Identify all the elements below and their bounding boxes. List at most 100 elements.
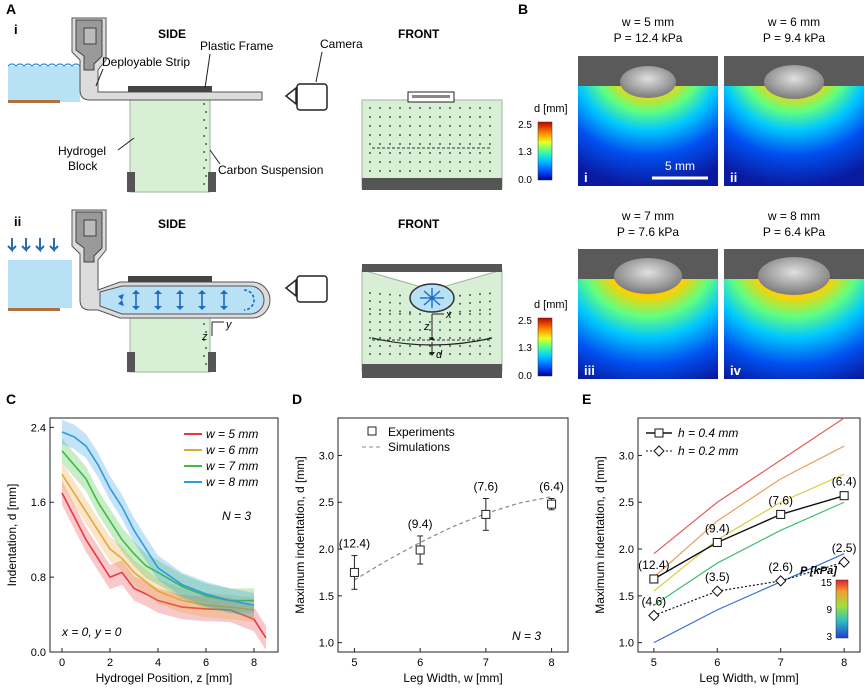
side-label-i: SIDE [158,27,186,41]
schematic-front-i [361,91,503,190]
chart-e-ytick-label: 2.5 [619,497,634,509]
chart-c-ytick-label: 1.6 [31,497,46,509]
colorbar-bottom-tick-mid: 1.3 [518,343,532,354]
colorbar-top-tick-min: 0.0 [518,175,532,186]
chart-e-h02-point-label: (4.6) [642,594,667,608]
chart-c-band-2 [62,461,254,623]
chart-c-annotation-xy: x = 0, y = 0 [61,625,122,639]
chart-e-colorbar [835,579,849,639]
chart-c-xtick-label: 8 [251,657,257,669]
chart-e-pressure-line-4 [653,501,845,606]
image-ii-tag: ii [730,170,737,185]
chart-c-ytick-label: 0.0 [31,647,46,659]
chart-e-legend-label-h02: h = 0.2 mm [678,444,738,458]
chart-e-ytick-label: 1.5 [619,591,634,603]
chart-c-xlabel: Hydrogel Position, z [mm] [96,671,233,685]
chart-c-ytick-label: 0.8 [31,572,46,584]
colorbar-bottom-tick-min: 0.0 [518,371,532,382]
deployable-strip-label: Deployable Strip [102,55,190,69]
chart-e-legend-marker-h02 [653,445,665,457]
axis-y-label: y [225,319,233,331]
chart-c-series-line-1 [61,492,267,639]
colorbar-top-tick-max: 2.5 [518,120,532,131]
axis-z-label-front: z [423,321,430,333]
image-i-width: w = 5 mm [621,15,674,29]
chart-c-legend-label-4: w = 8 mm [206,475,258,489]
chart-c-xtick-label: 0 [59,657,65,669]
chart-d-xtick-label: 7 [483,657,489,669]
panel-label-b: B [518,1,528,17]
chart-c-ylabel: Indentation, d [mm] [5,484,19,587]
carbon-suspension-label: Carbon Suspension [218,163,323,177]
chart-e-pressure-line-5 [653,553,845,644]
chart-c-band-1 [62,480,266,651]
hydrogel-label: Hydrogel [58,144,106,158]
subpanel-label-a-i: i [14,22,18,37]
chart-d-ytick-label: 1.0 [319,638,334,650]
axis-z-label-side: z [201,331,208,343]
chart-d-annotation-n: N = 3 [512,629,541,643]
chart-d-ytick-label: 2.0 [319,544,334,556]
chart-c-ytick-label: 2.4 [31,422,46,434]
chart-d-point [547,499,557,509]
chart-e-colorbar-tick: 9 [826,605,832,616]
chart-e-pressure-line-1 [653,417,845,555]
chart-e-ytick-label: 2.0 [619,544,634,556]
chart-e-h04-point [776,509,786,519]
chart-c-series-line-2 [61,473,255,611]
chart-d-point-label: (12.4) [339,537,370,551]
chart-e-h02-point [711,585,723,597]
image-ii-pressure: P = 9.4 kPa [763,31,825,45]
image-iii-pressure: P = 7.6 kPa [617,225,679,239]
image-ii-width: w = 6 mm [767,15,820,29]
chart-e-pressure-line-2 [653,445,845,578]
chart-e-h02-point [648,609,660,622]
panel-label-d: D [292,391,302,407]
chart-d-point-label: (6.4) [539,479,564,493]
chart-e-h02-point [838,556,850,568]
front-label-ii: FRONT [398,217,440,231]
axis-d-label: d [436,349,443,361]
chart-e-h02-point-label: (2.5) [832,541,857,555]
chart-e-h04-point-label: (12.4) [638,558,669,572]
colorbar-bottom [537,317,553,377]
chart-d-legend-swatch-experiments [367,426,377,436]
chart-e-h04-point-label: (9.4) [705,521,730,535]
chart-d-ytick-label: 3.0 [319,450,334,462]
chart-d-ylabel: Maximum indentation, d [mm] [293,456,307,613]
chart-d-simulation-line [354,496,552,581]
colorbar-top [537,121,553,181]
chart-e-h02-point [775,575,787,587]
chart-e-h04-point [712,537,722,547]
chart-e-xtick-label: 8 [841,657,847,669]
block-label: Block [68,159,98,173]
chart-e-series-h02-line [653,561,845,617]
chart-e-plot-frame [637,417,861,653]
chart-c-band-4 [62,419,254,618]
subpanel-label-a-ii: ii [14,214,21,229]
chart-c-xtick-label: 4 [155,657,161,669]
axis-x-label: x [445,309,452,321]
chart-e-xtick-label: 7 [778,657,784,669]
chart-c-annotation-n: N = 3 [222,509,251,523]
chart-e-colorbar-tick: 15 [821,578,833,589]
chart-d-point [481,509,491,519]
chart-e-h04-point [839,491,849,501]
plastic-frame-label: Plastic Frame [200,39,274,53]
chart-e-colorbar-label: P [kPa] [800,565,837,577]
chart-e-h04-point-label: (6.4) [832,475,857,489]
chart-e-xtick-label: 5 [651,657,657,669]
chart-d-plot-frame [337,417,569,653]
front-label-i: FRONT [398,27,440,41]
chart-e-h04-point-label: (7.6) [768,493,793,507]
scale-bar-label: 5 mm [665,159,695,173]
chart-d-legend-label-experiments: Experiments [388,425,455,439]
panel-label-c: C [6,391,16,407]
chart-e-pressure-line-3 [653,473,845,592]
chart-d-point [415,545,425,555]
chart-c-xtick-label: 2 [107,657,113,669]
chart-d-ytick-label: 2.5 [319,497,334,509]
chart-d-xtick-label: 8 [549,657,555,669]
chart-d-xlabel: Leg Width, w [mm] [403,671,502,685]
